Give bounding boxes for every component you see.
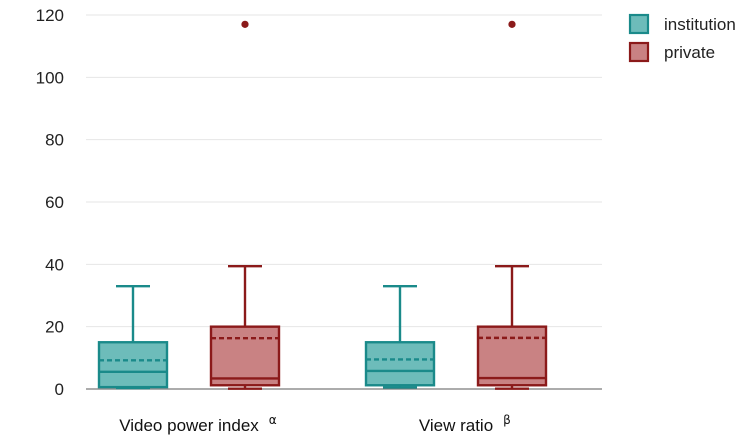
box-iqr: [209, 325, 281, 387]
x-category-label: Video power index: [119, 416, 259, 435]
y-axis: 0 20 40 60 80 100 120: [36, 6, 602, 399]
y-tick-label: 120: [36, 6, 64, 25]
y-tick-label: 60: [45, 193, 64, 212]
gridlines: [86, 14, 602, 328]
legend: institution private: [628, 13, 736, 63]
y-tick-label: 0: [55, 380, 64, 399]
legend-swatch: [628, 41, 650, 63]
box-institution-1: [97, 284, 169, 390]
y-tick-label: 100: [36, 68, 64, 87]
x-category-label: View ratio: [419, 416, 493, 435]
legend-item-institution: institution: [628, 13, 736, 35]
box-iqr: [476, 325, 548, 387]
y-tick-label: 20: [45, 318, 64, 337]
outlier-point: [241, 20, 249, 28]
x-category-superscript: α: [269, 413, 277, 427]
box-private-2: [476, 20, 548, 390]
y-tick-label: 40: [45, 255, 64, 274]
legend-swatch: [628, 13, 650, 35]
boxes: [97, 20, 548, 390]
y-tick-label: 80: [45, 131, 64, 150]
box-private-1: [209, 20, 281, 390]
x-category-superscript: β: [503, 413, 511, 427]
box-iqr: [97, 341, 169, 389]
box-institution-2: [364, 284, 436, 389]
box-iqr: [364, 341, 436, 387]
outlier-point: [508, 20, 516, 28]
x-axis-labels: Video power index α View ratio β: [119, 413, 511, 435]
legend-label: private: [664, 43, 715, 62]
legend-item-private: private: [628, 41, 715, 63]
legend-label: institution: [664, 15, 736, 34]
